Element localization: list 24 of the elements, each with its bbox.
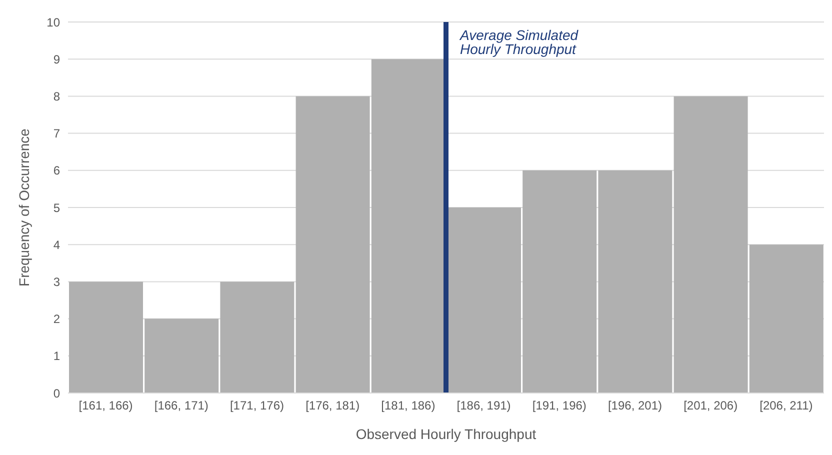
- x-axis-title: Observed Hourly Throughput: [356, 426, 536, 442]
- y-tick-label: 1: [53, 349, 60, 364]
- y-tick-label: 4: [53, 238, 60, 252]
- y-tick-label: 10: [46, 15, 60, 30]
- x-tick-label: [166, 171): [154, 398, 208, 413]
- y-axis-title: Frequency of Occurrence: [16, 128, 32, 286]
- x-tick-label: [186, 191): [456, 398, 511, 413]
- y-tick-label: 3: [53, 274, 60, 289]
- x-tick-label: [191, 196): [532, 398, 586, 413]
- y-tick-label: 8: [53, 89, 60, 104]
- x-tick-label: [196, 201): [608, 398, 662, 413]
- y-tick-label: 7: [53, 126, 60, 141]
- x-tick-label: [201, 206): [684, 398, 738, 413]
- x-tick-label: [161, 166): [78, 398, 133, 413]
- y-tick-label: 6: [53, 164, 60, 178]
- ref-line-label: Average Simulated Hourly Throughput: [459, 26, 580, 57]
- y-tick-label: 5: [53, 200, 60, 215]
- y-tick-label: 9: [53, 52, 60, 66]
- x-tick-label: [181, 186): [381, 398, 436, 413]
- y-tick-label: 0: [53, 386, 60, 400]
- x-tick-label: [176, 181): [306, 398, 360, 413]
- x-tick-label: [206, 211): [760, 398, 813, 413]
- x-tick-label: [171, 176): [230, 398, 284, 413]
- y-tick-label: 2: [53, 312, 60, 326]
